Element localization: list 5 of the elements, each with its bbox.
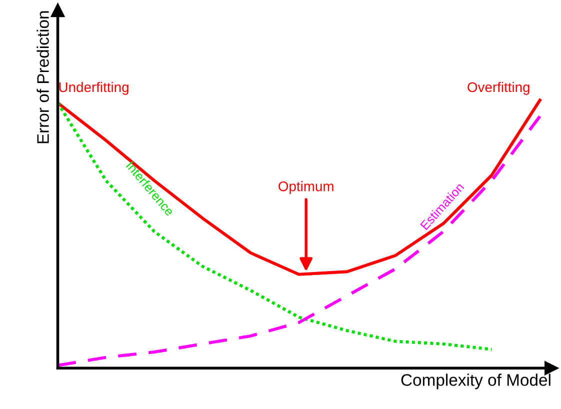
text: Underfitting xyxy=(59,82,128,95)
y-axis-title: Error of Prediction xyxy=(36,11,49,144)
annotation: Optimum xyxy=(278,181,334,194)
x-axis-title: Complexity of Model xyxy=(401,374,550,390)
text: Overfitting xyxy=(468,82,530,95)
